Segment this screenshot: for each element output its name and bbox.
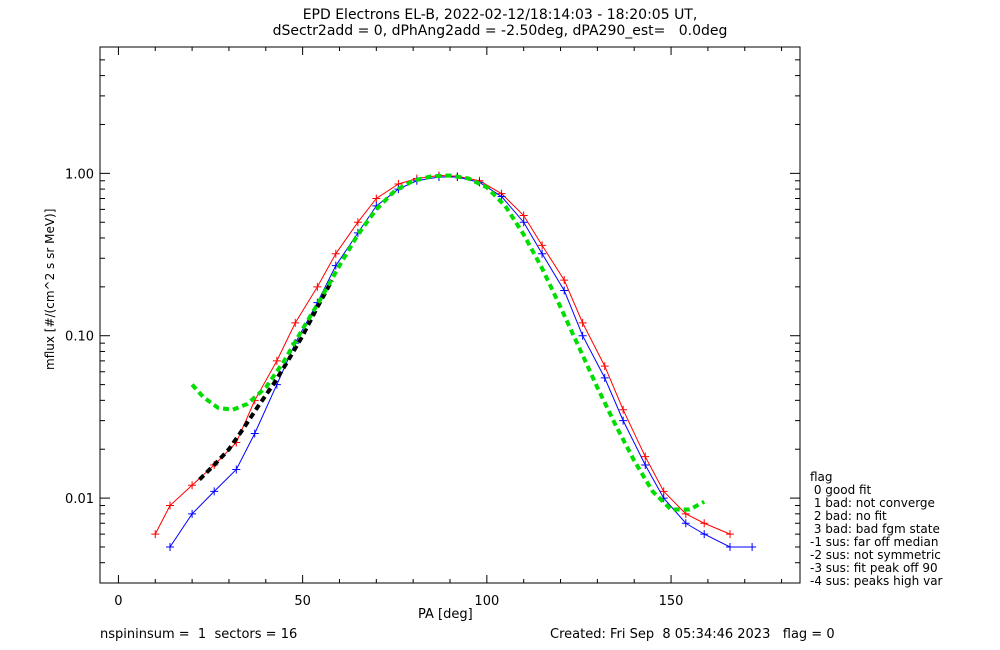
series-point-0 [700,519,709,528]
chart-subtitle: dSectr2add = 0, dPhAng2add = -2.50deg, d… [272,23,728,39]
legend-entry: 3 bad: bad fgm state [810,522,940,536]
y-tick-label: 0.01 [65,492,94,507]
series-point-0 [291,318,300,327]
plot-frame [99,46,801,584]
series-point-1 [232,465,241,474]
series-line-3 [190,173,706,512]
series-point-1 [519,218,528,227]
legend-title: flag [810,470,833,484]
y-axis-label: mflux [#/(cm^2 s sr MeV)] [43,208,57,370]
series-line-0 [154,174,731,535]
series-point-0 [538,241,547,250]
series-point-1 [188,509,197,518]
x-tick-label: 100 [474,594,499,609]
series-point-0 [151,530,160,539]
legend-entry: 0 good fit [810,483,872,497]
series-point-0 [331,249,340,258]
y-tick-label: 1.00 [65,167,94,182]
series-point-1 [560,286,569,295]
series-point-0 [519,211,528,220]
series-point-0 [272,356,281,365]
series-point-1 [619,416,628,425]
series-point-1 [538,249,547,258]
series-point-1 [726,542,734,551]
series-point-0 [372,194,381,203]
chart-title: EPD Electrons EL-B, 2022-02-12/18:14:03 … [302,7,698,23]
footer-right: Created: Fri Sep 8 05:34:46 2023 flag = … [550,627,835,642]
legend-entry: 1 bad: not converge [810,496,935,510]
x-tick-label: 0 [114,594,122,609]
series-point-0 [166,501,174,510]
series-point-1 [748,542,757,551]
series-point-0 [313,282,322,291]
series-point-0 [353,218,362,227]
series-point-1 [681,519,690,528]
legend-entry: -3 sus: fit peak off 90 [810,561,938,575]
x-tick-label: 150 [659,594,684,609]
series-point-0 [578,318,587,327]
series-point-0 [600,362,609,371]
series-point-1 [250,429,259,438]
legend-entry: -1 sus: far off median [810,535,939,549]
x-axis-label: PA [deg] [418,607,473,622]
series-point-0 [659,487,668,496]
series-point-1 [166,542,174,551]
legend-entry: 2 bad: no fit [810,509,887,523]
series-point-0 [641,452,650,461]
footer-left: nspininsum = 1 sectors = 16 [100,627,298,642]
legend-entry: -4 sus: peaks high var [810,574,943,588]
series-point-0 [619,405,628,414]
series-point-0 [560,276,569,285]
legend-entry: -2 sus: not symmetric [810,548,941,562]
series-point-0 [188,481,197,490]
x-tick-label: 50 [294,594,311,609]
series-point-1 [700,530,709,539]
series-point-1 [641,460,650,469]
series-point-1 [210,487,219,496]
series-point-1 [600,373,609,382]
y-tick-label: 0.10 [65,330,94,345]
series-line-2 [198,279,334,482]
series-point-1 [578,331,587,340]
series-point-0 [726,530,734,539]
series-point-1 [497,192,506,201]
